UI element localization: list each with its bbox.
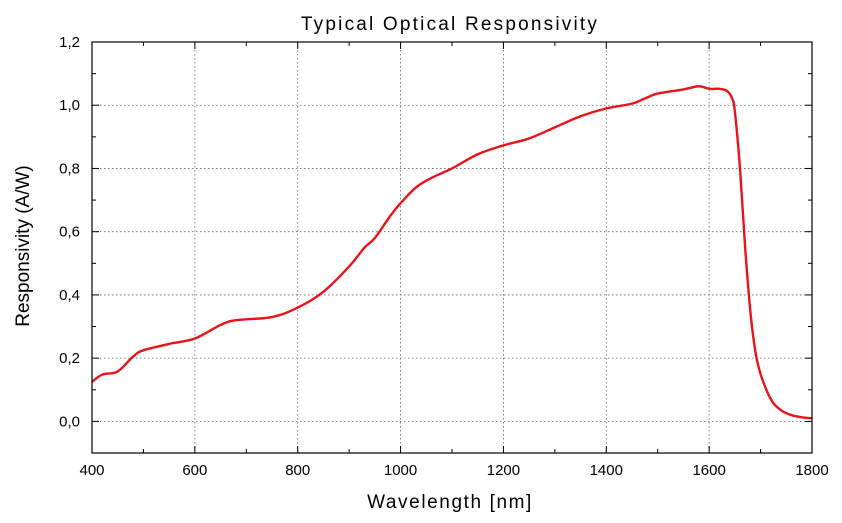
y-tick-label: 0,2 <box>59 350 80 367</box>
x-tick-label: 1600 <box>692 462 725 479</box>
y-tick-label: 0,0 <box>59 413 80 430</box>
y-tick-label: 0,4 <box>59 287 80 304</box>
series-layer <box>91 85 813 420</box>
x-tick-label: 1400 <box>590 462 623 479</box>
x-axis-title: Wavelength [nm] <box>367 492 533 513</box>
x-tick-label: 600 <box>182 462 207 479</box>
y-tick-label: 0,8 <box>59 160 80 177</box>
tick-marks <box>91 41 813 453</box>
grid-lines <box>92 42 812 453</box>
y-tick-label: 1,0 <box>59 97 80 114</box>
y-tick-label: 1,2 <box>59 34 80 51</box>
x-tick-label: 800 <box>285 462 310 479</box>
x-tick-label: 400 <box>79 462 104 479</box>
chart-title: Typical Optical Responsivity <box>301 14 599 35</box>
plot-frame <box>91 41 813 454</box>
y-tick-labels: 0,0 0,2 0,4 0,6 0,8 1,0 1,2 <box>59 34 80 430</box>
x-tick-labels: 400 600 800 1000 1200 1400 1600 1800 <box>79 462 828 479</box>
y-tick-label: 0,6 <box>59 224 80 241</box>
x-tick-label: 1200 <box>487 462 520 479</box>
y-axis-title: Responsivity (A/W) <box>13 165 34 327</box>
series-line-0 <box>91 85 813 420</box>
x-tick-label: 1800 <box>795 462 828 479</box>
x-tick-label: 1000 <box>384 462 417 479</box>
